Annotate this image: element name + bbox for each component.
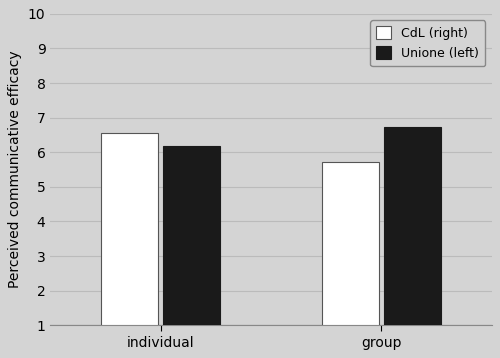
Bar	[384, 127, 441, 325]
Bar	[163, 146, 220, 325]
Legend: CdL (right), Unione (left): CdL (right), Unione (left)	[370, 20, 486, 66]
Bar	[101, 132, 158, 325]
Bar	[322, 162, 379, 325]
Y-axis label: Perceived communicative efficacy: Perceived communicative efficacy	[8, 51, 22, 288]
